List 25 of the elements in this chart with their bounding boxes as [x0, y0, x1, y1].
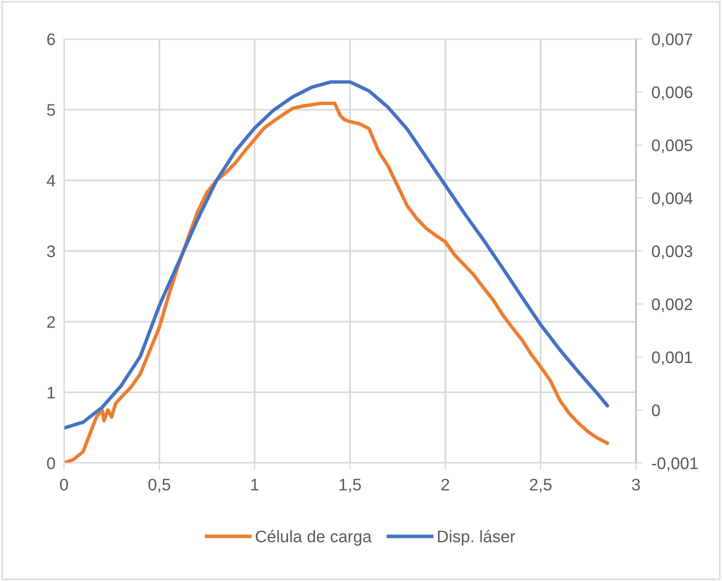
y-tick-label: 5	[47, 104, 55, 116]
y-tick-label: 0	[47, 457, 56, 470]
y-tick-label: 2	[47, 316, 55, 328]
legend-label: Célula de carga	[256, 530, 372, 546]
y2-tick-label: 0,001	[652, 351, 692, 366]
x-tick-label: 1,5	[340, 478, 361, 492]
x-tick-label: 2	[442, 478, 450, 490]
x-tick-label: 1	[251, 478, 258, 490]
y2-tick-label: 0,006	[652, 86, 692, 100]
x-tick-label: 0,5	[148, 478, 170, 492]
x-tick-label: 2,5	[530, 478, 552, 492]
y2-tick-label: 0,004	[652, 192, 692, 206]
y-tick-label: 6	[47, 33, 55, 46]
y2-tick-label: 0,007	[652, 33, 692, 48]
y2-tick-label: 0,005	[652, 139, 692, 154]
y2-tick-label: 0,002	[652, 298, 692, 312]
y2-tick-label: 0,003	[652, 245, 692, 260]
x-tick-label: 3	[632, 478, 640, 491]
y-tick-label: 3	[47, 245, 55, 258]
legend-label: Disp. láser	[438, 530, 516, 546]
y-tick-label: 1	[48, 386, 55, 398]
y2-tick-label: -0,001	[652, 457, 698, 472]
x-tick-label: 0	[60, 478, 68, 491]
y-tick-label: 4	[46, 174, 56, 186]
y2-tick-label: 0	[652, 404, 660, 416]
